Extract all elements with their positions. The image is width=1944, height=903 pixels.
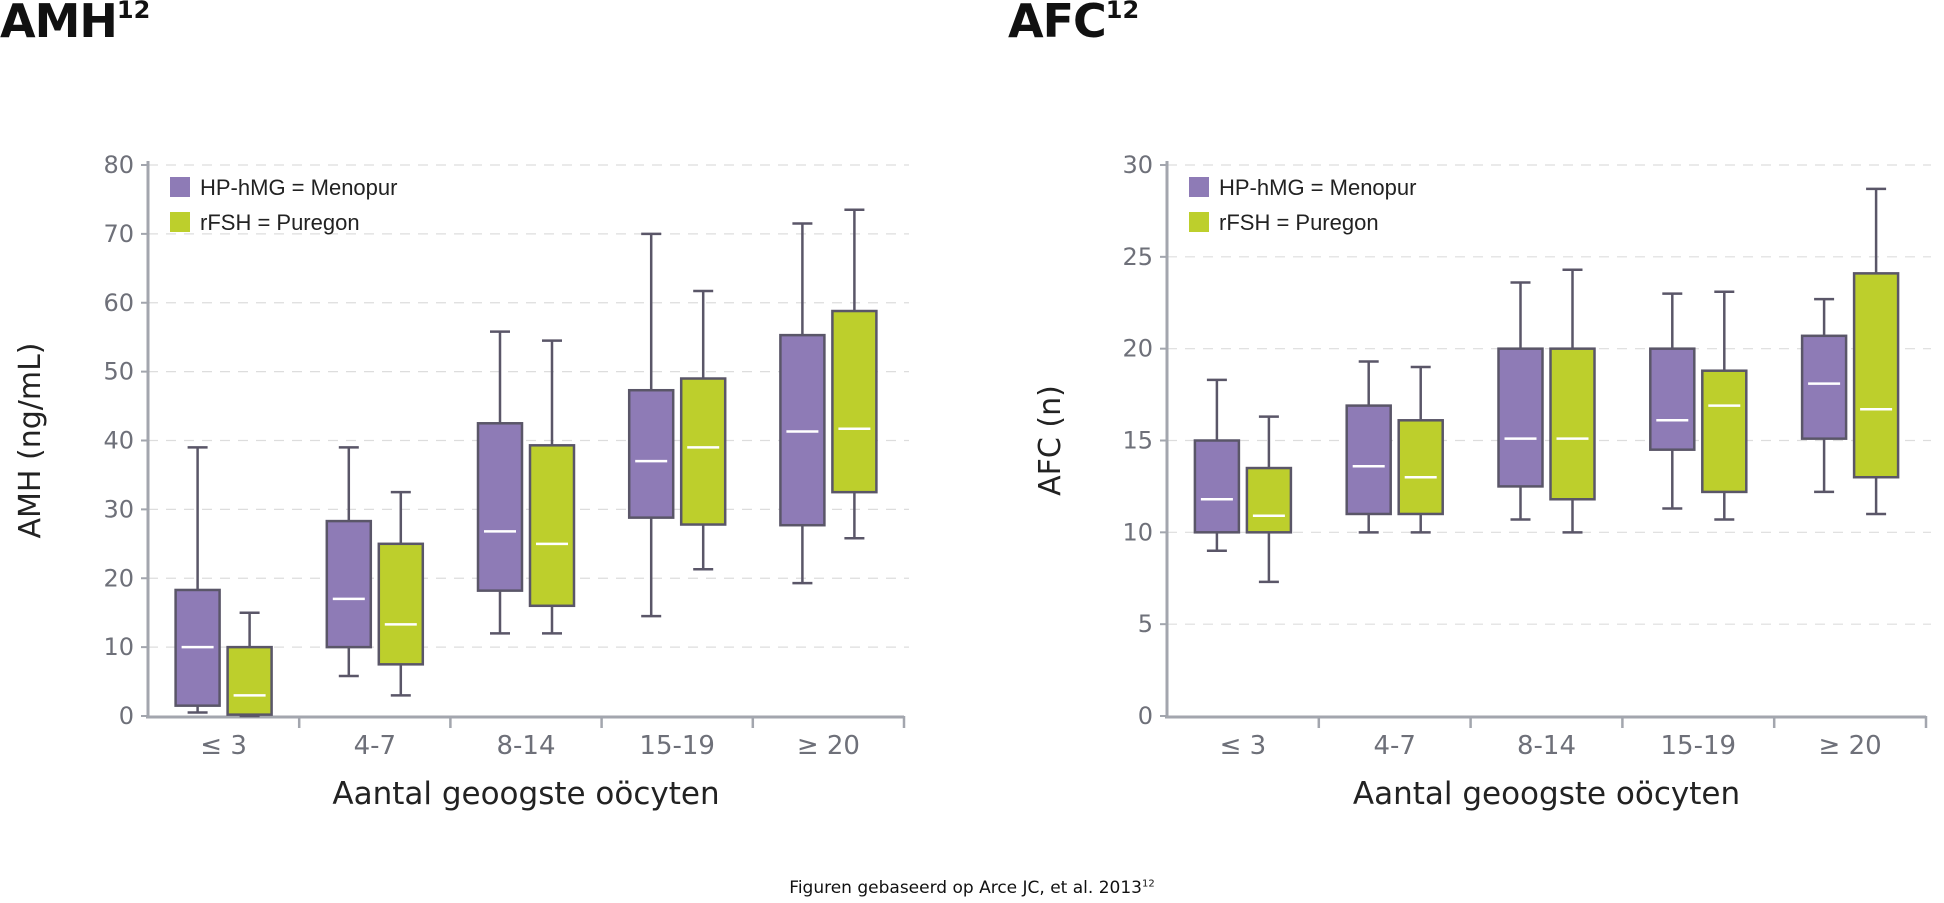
amh-y-axis-title: AMH (ng/mL) — [13, 342, 48, 538]
footnote-superscript: 12 — [1141, 878, 1155, 890]
amh-iqr-box-puregon — [528, 444, 576, 608]
amh-y-tick-label: 50 — [103, 358, 134, 386]
amh-y-tick-label: 60 — [103, 289, 134, 317]
amh-x-tick-label: 15-19 — [639, 731, 715, 761]
amh-y-tick-label: 30 — [103, 495, 134, 523]
afc-iqr-box-menopur — [1497, 347, 1544, 488]
afc-y-tick-label: 20 — [1122, 335, 1153, 363]
amh-x-tick-label: 4-7 — [354, 731, 396, 761]
amh-title-superscript: 12 — [116, 0, 151, 24]
amh-iqr-box-puregon — [679, 377, 727, 526]
afc-iqr-box-menopur — [1193, 439, 1241, 534]
amh-legend-label-menopur: HP-hMG = Menopur — [200, 175, 397, 200]
afc-y-tick-label: 0 — [1138, 702, 1153, 730]
afc-iqr-box-puregon — [1852, 272, 1900, 479]
amh-y-tick-label: 10 — [103, 633, 134, 661]
amh-legend-swatch-puregon — [170, 212, 190, 232]
afc-legend-swatch-menopur — [1189, 177, 1209, 197]
afc-box-puregon — [1701, 290, 1748, 521]
amh-y-tick-label: 20 — [103, 564, 134, 592]
amh-iqr-box-menopur — [476, 422, 524, 592]
afc-y-axis-title: AFC (n) — [1033, 385, 1068, 496]
afc-box-puregon — [1549, 268, 1596, 534]
afc-y-tick-label: 10 — [1122, 518, 1153, 546]
afc-box-menopur — [1649, 292, 1696, 510]
afc-legend-swatch-puregon — [1189, 212, 1209, 232]
amh-title-text: AMH — [0, 0, 118, 48]
amh-x-axis-title: Aantal geoogste oöcyten — [332, 776, 719, 812]
amh-y-tick-label: 80 — [103, 151, 134, 179]
amh-x-tick-label: ≥ 20 — [797, 731, 860, 761]
amh-box-menopur — [476, 330, 524, 635]
afc-iqr-box-menopur — [1649, 347, 1696, 451]
afc-chart-title: AFC12 — [1008, 0, 1139, 48]
amh-iqr-box-puregon — [831, 309, 878, 494]
afc-iqr-box-puregon — [1245, 466, 1293, 534]
amh-iqr-box-menopur — [779, 333, 826, 527]
amh-chart-title: AMH12 — [0, 0, 150, 48]
amh-legend-swatch-menopur — [170, 177, 190, 197]
afc-box-puregon — [1245, 415, 1293, 584]
footnote-text: Figuren gebaseerd op Arce JC, et al. 201… — [789, 878, 1142, 898]
afc-x-tick-label: ≥ 20 — [1819, 731, 1882, 761]
afc-title-text: AFC — [1008, 0, 1107, 48]
afc-legend-label-menopur: HP-hMG = Menopur — [1219, 175, 1416, 200]
amh-y-tick-label: 0 — [119, 702, 134, 730]
afc-box-menopur — [1345, 360, 1392, 534]
afc-title-superscript: 12 — [1105, 0, 1140, 24]
afc-y-tick-label: 30 — [1122, 151, 1153, 179]
afc-iqr-box-puregon — [1397, 419, 1444, 516]
afc-x-tick-label: ≤ 3 — [1220, 731, 1267, 761]
amh-box-puregon — [679, 289, 727, 571]
amh-iqr-box-puregon — [377, 542, 425, 666]
source-footnote: Figuren gebaseerd op Arce JC, et al. 201… — [0, 878, 1944, 898]
afc-box-menopur — [1193, 378, 1241, 552]
afc-y-tick-label: 15 — [1122, 427, 1153, 455]
amh-box-menopur — [325, 446, 373, 678]
afc-iqr-box-puregon — [1549, 347, 1596, 501]
afc-box-menopur — [1800, 297, 1848, 494]
afc-x-tick-label: 15-19 — [1661, 731, 1737, 761]
afc-iqr-box-puregon — [1701, 369, 1748, 494]
amh-box-menopur — [779, 222, 826, 585]
afc-x-axis-title: Aantal geoogste oöcyten — [1353, 776, 1740, 812]
amh-box-puregon — [831, 208, 878, 540]
afc-iqr-box-menopur — [1800, 334, 1848, 440]
amh-box-puregon — [226, 611, 273, 718]
afc-x-tick-label: 8-14 — [1517, 731, 1576, 761]
amh-legend-label-puregon: rFSH = Puregon — [200, 210, 360, 235]
amh-box-puregon — [377, 490, 425, 697]
afc-iqr-box-menopur — [1345, 404, 1392, 516]
afc-box-menopur — [1497, 281, 1544, 521]
afc-legend-label-puregon: rFSH = Puregon — [1219, 210, 1379, 235]
afc-y-tick-label: 5 — [1138, 610, 1153, 638]
afc-box-puregon — [1397, 365, 1444, 534]
amh-y-tick-label: 70 — [103, 220, 134, 248]
amh-iqr-box-menopur — [325, 519, 373, 649]
amh-box-menopur — [174, 446, 221, 714]
afc-y-tick-label: 25 — [1122, 243, 1153, 271]
amh-iqr-box-menopur — [627, 388, 675, 519]
amh-box-puregon — [528, 339, 576, 635]
amh-y-tick-label: 40 — [103, 427, 134, 455]
amh-iqr-box-puregon — [226, 645, 273, 716]
afc-box-puregon — [1852, 187, 1900, 516]
afc-x-tick-label: 4-7 — [1373, 731, 1415, 761]
amh-box-menopur — [627, 232, 675, 618]
amh-x-tick-label: ≤ 3 — [200, 731, 247, 761]
amh-x-tick-label: 8-14 — [496, 731, 555, 761]
